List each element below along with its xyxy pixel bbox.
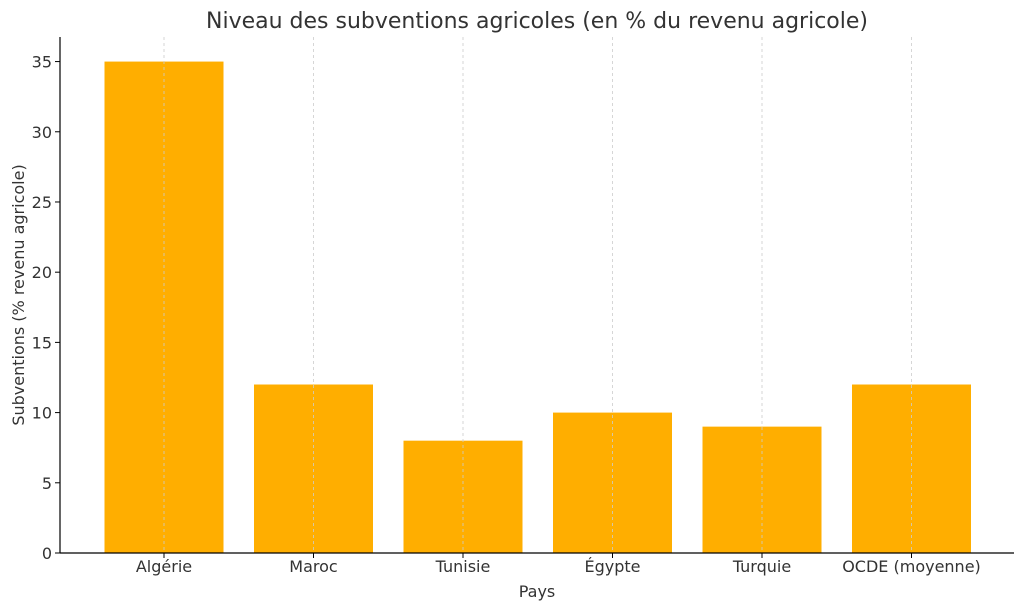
- y-tick-label-7: 35: [32, 53, 52, 72]
- bars: [104, 61, 971, 553]
- axes: [59, 37, 1014, 554]
- x-tick-label-4: Turquie: [732, 557, 791, 576]
- y-tick-label-2: 10: [32, 404, 52, 423]
- x-tick-label-2: Tunisie: [435, 557, 491, 576]
- y-axis-label: Subventions (% revenu agricole): [9, 164, 28, 425]
- y-tick-label-0: 0: [42, 544, 52, 563]
- grid-lines: [163, 37, 912, 553]
- chart-title: Niveau des subventions agricoles (en % d…: [206, 9, 868, 34]
- x-tick-labels: Algérie Maroc Tunisie Égypte Turquie OCDE (mo…: [136, 553, 981, 576]
- y-tick-label-4: 20: [32, 263, 52, 282]
- y-tick-label-6: 30: [32, 123, 52, 142]
- x-tick-label-0: Algérie: [136, 557, 192, 576]
- x-axis-label: Pays: [519, 582, 556, 601]
- x-tick-label-1: Maroc: [289, 557, 337, 576]
- x-tick-label-3: Égypte: [584, 557, 640, 576]
- y-tick-label-3: 15: [32, 333, 52, 352]
- y-tick-labels: 0 5 10 15 20 25 30 35: [32, 53, 60, 563]
- x-tick-label-5: OCDE (moyenne): [842, 557, 981, 576]
- y-tick-label-5: 25: [32, 193, 52, 212]
- y-tick-label-1: 5: [42, 474, 52, 493]
